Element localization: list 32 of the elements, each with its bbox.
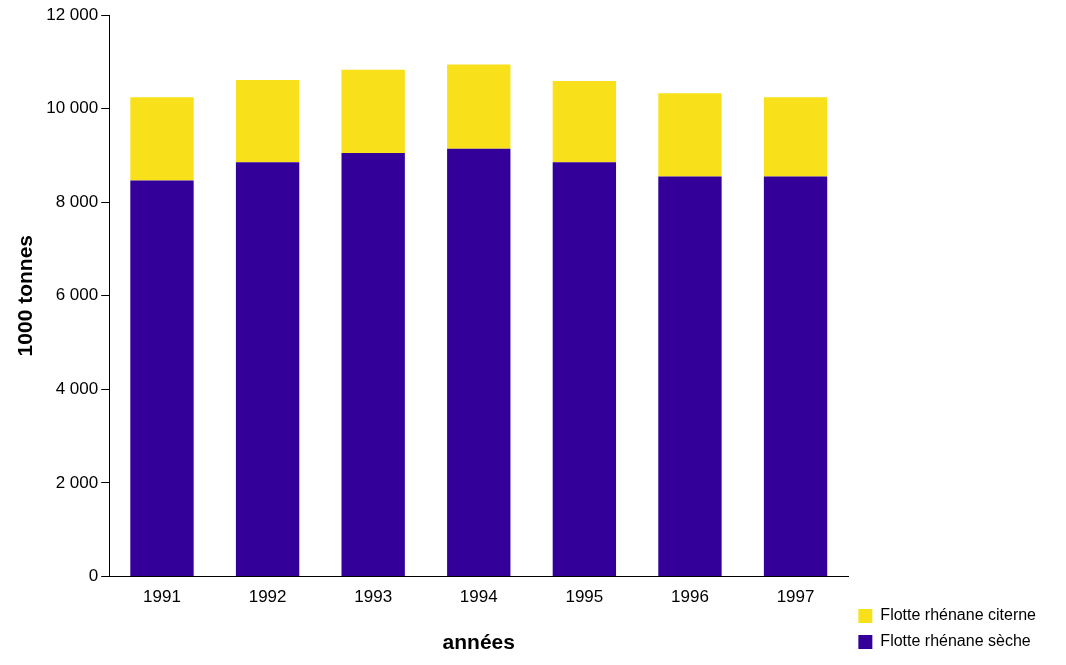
- y-tick-label: 4 000: [55, 378, 99, 398]
- bar: [235, 162, 300, 576]
- bar: [447, 148, 511, 576]
- y-tick-label: 6 000: [55, 285, 99, 305]
- x-tick-label: 1997: [776, 587, 815, 607]
- x-tick-label: 1993: [354, 587, 393, 607]
- y-tick-label: 12 000: [46, 4, 99, 24]
- y-tick-label: 8 000: [55, 191, 99, 211]
- x-tick-label: 1995: [565, 587, 604, 607]
- legend-label: Flotte rhénane citerne: [880, 606, 1037, 624]
- y-tick-label: 10 000: [46, 98, 99, 118]
- bar: [130, 180, 194, 576]
- y-tick-label: 2 000: [55, 472, 99, 492]
- bar: [447, 64, 511, 149]
- x-tick-label: 1994: [459, 587, 498, 607]
- x-tick-label: 1992: [248, 587, 287, 607]
- bar: [763, 176, 828, 576]
- bar: [658, 176, 722, 576]
- bar: [658, 93, 722, 177]
- bar: [552, 80, 617, 163]
- x-axis-title: années: [442, 630, 515, 654]
- bar: [235, 80, 300, 163]
- bar: [763, 97, 828, 177]
- legend-label: Flotte rhénane sèche: [880, 632, 1031, 650]
- bar: [341, 69, 405, 154]
- x-tick-label: 1991: [143, 587, 181, 607]
- bar: [130, 97, 194, 181]
- y-axis-title: 1000 tonnes: [13, 235, 37, 357]
- y-tick-label: 0: [88, 566, 99, 586]
- bar: [552, 162, 617, 576]
- bar: [341, 153, 405, 576]
- x-tick-label: 1996: [671, 587, 709, 607]
